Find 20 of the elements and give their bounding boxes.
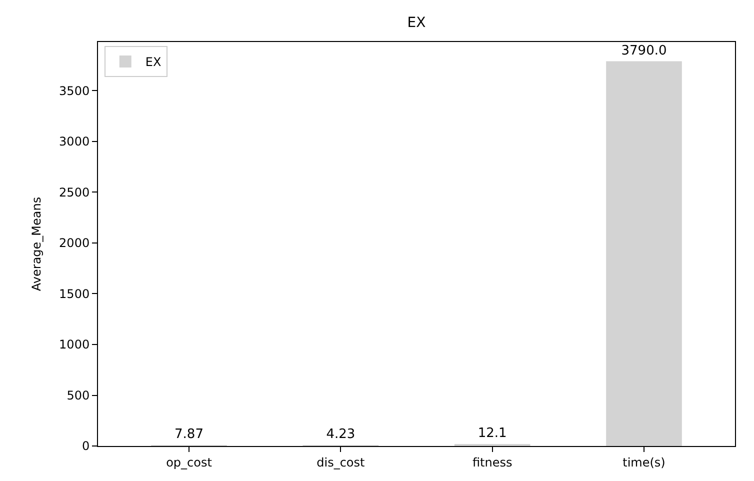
data-label: 4.23	[326, 427, 356, 442]
data-label: 12.1	[478, 426, 507, 441]
y-tick-label: 1500	[59, 286, 90, 301]
x-tick-label: fitness	[472, 455, 512, 470]
y-axis-title: Average_Means	[29, 196, 44, 292]
y-tick-label: 3000	[59, 134, 90, 149]
y-tick-label: 0	[82, 439, 90, 454]
x-tick-label: op_cost	[166, 455, 212, 470]
bar	[606, 61, 682, 446]
x-tick-label: dis_cost	[316, 455, 366, 470]
data-label: 3790.0	[621, 43, 667, 58]
data-label: 7.87	[174, 427, 204, 442]
y-tick-label: 2500	[59, 185, 90, 200]
y-tick-label: 2000	[59, 236, 90, 250]
y-tick-label: 500	[66, 388, 90, 402]
chart-title: EX	[407, 14, 426, 31]
y-tick-label: 3500	[59, 84, 90, 98]
y-tick-label: 1000	[59, 338, 90, 352]
x-tick-label: time(s)	[622, 455, 666, 470]
legend-label: EX	[145, 55, 162, 70]
